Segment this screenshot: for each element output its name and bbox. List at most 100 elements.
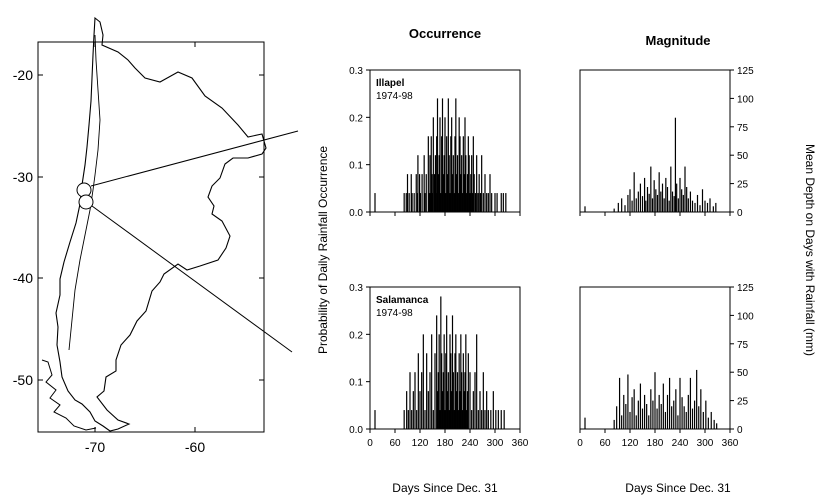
bar xyxy=(432,410,434,429)
bar xyxy=(472,136,474,212)
bar xyxy=(453,410,455,429)
y-tick-label: 0 xyxy=(737,425,743,436)
bar xyxy=(456,174,458,212)
y-tick-label: 100 xyxy=(737,311,754,322)
y-tick-label: 0.0 xyxy=(349,425,363,436)
y-tick-label: 25 xyxy=(737,397,749,408)
bar xyxy=(681,189,683,212)
bar xyxy=(633,389,635,429)
bar xyxy=(490,410,492,429)
bar xyxy=(584,417,586,429)
map-x-ticks xyxy=(94,42,196,432)
bar xyxy=(676,183,678,212)
bar xyxy=(492,391,494,429)
bar xyxy=(421,174,423,212)
bar xyxy=(682,194,684,212)
bar xyxy=(429,372,431,429)
map-tierra-del-fuego xyxy=(41,359,97,431)
y-tick-label: 75 xyxy=(737,123,749,134)
y-tick-label: 0.2 xyxy=(349,330,363,341)
bar xyxy=(674,117,677,212)
bar xyxy=(665,177,667,212)
bar xyxy=(716,423,718,429)
bar xyxy=(479,391,481,429)
bar xyxy=(444,410,446,429)
bar xyxy=(661,183,664,212)
bar xyxy=(427,136,429,212)
map-x-tick-label: -60 xyxy=(185,439,205,455)
bar xyxy=(403,410,405,429)
bar xyxy=(469,193,471,212)
y-tick-label: 0.0 xyxy=(349,208,363,219)
bar xyxy=(652,400,654,429)
bar xyxy=(443,155,445,212)
bar xyxy=(450,353,452,429)
bar xyxy=(439,410,441,429)
bar xyxy=(425,174,427,212)
bar xyxy=(440,193,442,212)
bar xyxy=(476,155,478,212)
bar xyxy=(453,193,455,212)
bar xyxy=(694,202,696,212)
bar xyxy=(448,410,450,429)
bar xyxy=(500,410,502,429)
bar xyxy=(466,391,469,429)
bar xyxy=(374,193,376,212)
bar xyxy=(477,193,479,212)
bar xyxy=(482,193,484,212)
bar xyxy=(452,372,454,429)
bar xyxy=(465,155,467,212)
bar xyxy=(441,391,444,429)
bar xyxy=(677,198,679,212)
bar xyxy=(666,394,669,429)
bar xyxy=(471,155,473,212)
bar xyxy=(653,180,655,212)
bar xyxy=(673,400,675,429)
bar xyxy=(443,334,445,429)
bar xyxy=(684,166,686,212)
bar xyxy=(643,177,646,212)
bar xyxy=(643,394,646,429)
bar xyxy=(451,315,454,429)
bar xyxy=(429,155,431,212)
bar xyxy=(422,334,424,429)
bar xyxy=(681,397,683,429)
panel-mag_illapel: 0 25 50 75 100 125 xyxy=(579,66,754,219)
bar xyxy=(686,187,688,212)
bar xyxy=(406,391,408,429)
bar xyxy=(462,353,464,429)
bar xyxy=(481,155,483,212)
x-tick-label: 180 xyxy=(437,438,454,449)
bar xyxy=(450,136,452,212)
station-name-salamanca: Salamanca xyxy=(376,295,429,306)
bar xyxy=(633,172,635,212)
bar xyxy=(467,353,469,429)
bar xyxy=(491,193,493,212)
bar xyxy=(461,410,464,429)
bar xyxy=(656,408,658,429)
bar xyxy=(461,155,463,212)
bar xyxy=(456,391,458,429)
bar xyxy=(704,200,706,212)
bar xyxy=(505,193,507,212)
bar xyxy=(469,372,471,429)
bar xyxy=(700,389,702,429)
bar xyxy=(637,400,639,429)
x-tick-label: 60 xyxy=(599,438,611,449)
bar xyxy=(494,193,496,212)
bar xyxy=(613,208,615,212)
bar xyxy=(462,136,464,212)
bar xyxy=(419,193,422,212)
bar xyxy=(426,353,428,429)
bar xyxy=(673,196,675,212)
y-tick-label: 0.3 xyxy=(349,283,363,294)
x-tick-label: 0 xyxy=(577,438,583,449)
bar xyxy=(709,198,711,212)
bar xyxy=(685,411,687,429)
bar xyxy=(474,193,477,212)
x-tick-label: 360 xyxy=(722,438,739,449)
bar xyxy=(435,193,437,212)
bar xyxy=(442,372,444,429)
bar xyxy=(472,391,474,429)
